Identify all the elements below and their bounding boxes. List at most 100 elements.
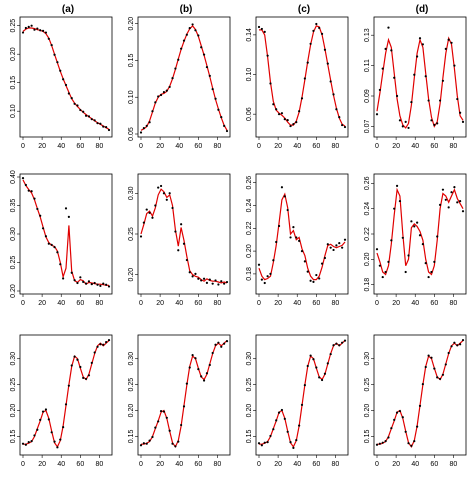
data-point xyxy=(211,351,214,355)
data-point xyxy=(67,215,70,218)
data-point xyxy=(257,263,261,266)
y-tick-label: 0.20 xyxy=(10,47,17,61)
data-point xyxy=(177,440,180,443)
x-tick-label: 80 xyxy=(96,300,104,307)
panel-0-3: 0 20 40 60 80 0.07 0.09 0.11 0.13 xyxy=(364,16,467,150)
data-point xyxy=(145,124,148,128)
y-tick-label: 0.25 xyxy=(10,256,17,270)
data-point xyxy=(159,409,163,413)
data-point xyxy=(197,34,200,37)
data-point xyxy=(162,410,166,413)
data-point xyxy=(332,93,335,96)
y-tick-label: 0.06 xyxy=(246,107,253,121)
data-point xyxy=(27,441,30,444)
data-point xyxy=(401,125,404,128)
data-point xyxy=(76,104,79,107)
data-point xyxy=(329,80,332,83)
x-tick-label: 20 xyxy=(392,461,400,468)
data-point xyxy=(436,376,439,379)
data-point xyxy=(73,355,76,358)
data-point xyxy=(93,119,96,122)
data-point xyxy=(433,367,436,370)
data-point xyxy=(461,210,465,213)
data-point xyxy=(180,423,183,427)
data-point xyxy=(139,131,143,134)
y-tick-label: 0.10 xyxy=(10,104,17,118)
y-tick-label: 0.20 xyxy=(246,404,253,418)
data-point xyxy=(459,343,462,346)
data-point xyxy=(21,442,25,445)
data-point xyxy=(332,344,335,347)
y-tick-label: 0.09 xyxy=(364,89,371,103)
data-point xyxy=(165,89,168,92)
x-tick-label: 0 xyxy=(375,300,379,307)
plot-frame xyxy=(137,334,231,456)
x-tick-label: 80 xyxy=(450,143,458,150)
data-point xyxy=(421,383,424,386)
data-point xyxy=(320,262,324,265)
data-point xyxy=(157,95,160,98)
data-point xyxy=(220,115,223,119)
data-point xyxy=(223,342,226,345)
data-point xyxy=(142,442,145,445)
data-point xyxy=(266,54,269,57)
data-point xyxy=(174,67,177,70)
data-point xyxy=(401,236,404,239)
data-point xyxy=(145,442,148,445)
data-point xyxy=(214,97,217,100)
data-point xyxy=(286,430,289,433)
y-tick-label: 0.22 xyxy=(364,227,371,241)
data-point xyxy=(84,377,88,381)
data-point xyxy=(323,256,327,260)
data-point xyxy=(257,25,261,29)
data-point xyxy=(142,127,145,130)
data-point xyxy=(84,114,88,117)
x-tick-label: 20 xyxy=(38,461,46,468)
data-point xyxy=(298,424,301,427)
plot-frame xyxy=(19,16,113,138)
data-point xyxy=(289,441,292,444)
data-point xyxy=(447,38,450,41)
x-tick-label: 60 xyxy=(430,143,438,150)
data-point xyxy=(99,284,102,287)
data-point xyxy=(320,32,324,35)
data-point xyxy=(393,76,396,79)
data-point xyxy=(315,273,318,277)
data-point xyxy=(24,26,27,30)
x-tick-label: 60 xyxy=(194,461,202,468)
data-point xyxy=(381,441,384,444)
data-point xyxy=(87,374,91,377)
data-point xyxy=(438,99,442,102)
data-point xyxy=(145,208,148,211)
data-point xyxy=(70,96,73,100)
data-point xyxy=(318,277,321,280)
x-tick-label: 20 xyxy=(38,300,46,307)
data-point xyxy=(461,338,465,342)
data-point xyxy=(343,339,347,342)
data-point xyxy=(64,403,68,406)
data-point xyxy=(300,97,304,100)
data-point xyxy=(168,192,171,195)
x-tick-label: 60 xyxy=(430,300,438,307)
data-point xyxy=(62,78,65,81)
data-point xyxy=(102,282,105,285)
panel-0-1: 0 20 40 60 80 0.05 0.10 0.15 0.20 xyxy=(128,16,231,150)
data-point xyxy=(90,118,93,121)
panel-2-3: 0 20 40 60 80 0.15 0.20 0.25 0.30 xyxy=(364,334,467,468)
data-point xyxy=(220,345,223,348)
x-tick-label: 40 xyxy=(411,143,419,150)
data-point xyxy=(99,343,102,346)
x-tick-label: 0 xyxy=(257,143,261,150)
data-point xyxy=(64,83,68,87)
data-point xyxy=(191,354,194,357)
data-point xyxy=(157,186,160,189)
data-point xyxy=(185,382,188,385)
x-tick-label: 60 xyxy=(76,461,84,468)
data-point xyxy=(139,444,143,447)
y-tick-label: 0.25 xyxy=(10,19,17,33)
data-point xyxy=(41,410,45,413)
x-tick-label: 20 xyxy=(274,143,282,150)
y-tick-label: 0.30 xyxy=(128,352,135,366)
x-tick-label: 0 xyxy=(375,461,379,468)
y-tick-label: 0.05 xyxy=(128,127,135,141)
